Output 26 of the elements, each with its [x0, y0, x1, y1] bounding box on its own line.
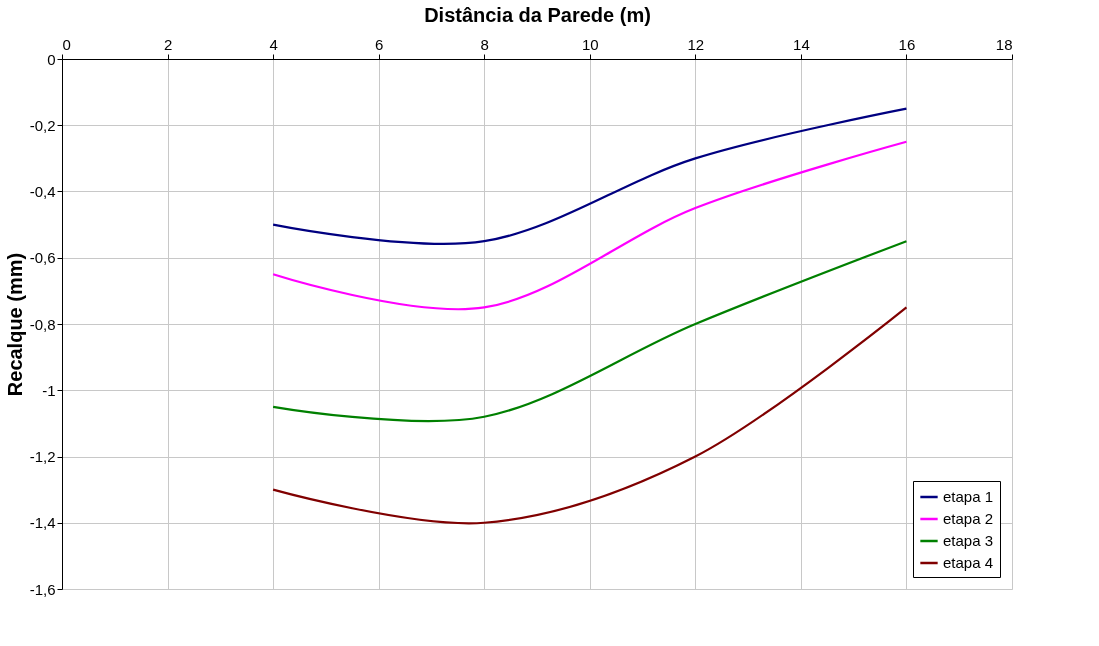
line-series: [272, 306, 908, 525]
y-tick-label: -0,6: [29, 249, 56, 267]
x-axis-title: Distância da Parede (m): [424, 3, 651, 26]
x-tick-label: 2: [163, 35, 173, 53]
x-tick-label: 14: [793, 35, 810, 53]
x-tick-label: 0: [62, 35, 71, 53]
y-tick-label: -0,2: [29, 116, 56, 134]
x-tick-label: 4: [269, 35, 278, 53]
y-tick-label: -1,2: [29, 448, 56, 465]
y-tick-label: -0,4: [29, 183, 56, 200]
y-tick-label: -1: [42, 381, 56, 399]
legend-label: etapa 2: [943, 510, 994, 527]
x-tick-label: 12: [687, 35, 705, 53]
x-tick-label: 10: [581, 35, 599, 53]
y-tick-label: -0,8: [29, 315, 56, 333]
legend-label: etapa 4: [943, 554, 994, 571]
x-tick-label: 16: [898, 35, 916, 53]
x-tick-label: 8: [480, 35, 489, 53]
legend-label: etapa 3: [943, 532, 994, 549]
y-tick-label: -1,6: [29, 580, 56, 598]
y-tick-label: -1,4: [29, 514, 56, 532]
y-axis-title: Recalque (mm): [3, 252, 26, 397]
legend-label: etapa 1: [943, 488, 994, 505]
y-tick-label: 0: [47, 50, 56, 68]
x-tick-label: 6: [374, 35, 384, 53]
x-tick-label: 18: [995, 35, 1013, 53]
